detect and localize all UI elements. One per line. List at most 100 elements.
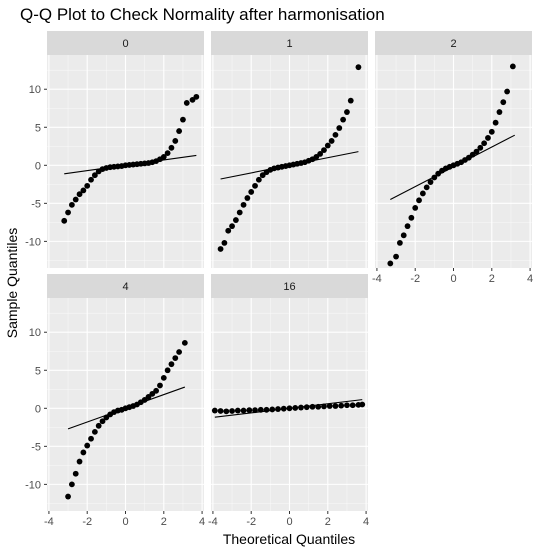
qq-point — [181, 339, 188, 346]
qq-point — [349, 402, 356, 409]
qq-point — [95, 422, 102, 429]
qq-point — [355, 64, 362, 71]
facet-panel-4: 4 -10 -5 0 5 10 -4 -2 0 2 4 — [25, 274, 205, 528]
qq-point — [176, 349, 183, 355]
qq-point — [427, 179, 434, 185]
facet-strip-label: 16 — [283, 281, 295, 293]
qq-point — [180, 116, 186, 123]
qq-point — [153, 387, 160, 394]
qq-point — [404, 223, 411, 230]
qq-point — [509, 63, 516, 70]
y-tick-label: 10 — [29, 84, 41, 96]
qq-point — [412, 205, 419, 211]
qq-point — [332, 131, 339, 138]
x-tick-label: 2 — [325, 516, 331, 528]
qq-point — [338, 402, 345, 409]
qq-point — [240, 407, 247, 414]
facet-panel-0: 0 -10 -5 0 5 10 — [25, 31, 204, 268]
qq-point — [326, 403, 333, 409]
y-tick-label: -5 — [31, 441, 41, 453]
x-tick-label: 2 — [489, 273, 495, 285]
x-tick-label: 0 — [122, 516, 128, 528]
facet-panel-16: 16 -4 -2 0 2 4 — [208, 274, 369, 528]
qq-point — [485, 135, 491, 141]
qq-point — [76, 191, 83, 198]
x-tick-label: 0 — [286, 516, 292, 528]
y-axis-title: Sample Quantiles — [4, 228, 20, 339]
qq-point — [255, 176, 262, 183]
qq-point — [488, 128, 495, 135]
qq-point — [211, 407, 218, 414]
y-tick-label: 0 — [35, 160, 41, 172]
qq-point — [473, 148, 480, 155]
qq-point — [359, 401, 366, 408]
facet-panel-1: 1 — [211, 31, 368, 268]
qq-point — [340, 116, 347, 123]
qq-point — [72, 470, 79, 477]
qq-point — [500, 99, 507, 106]
qq-point — [236, 209, 243, 216]
qq-point — [315, 403, 322, 410]
qq-point — [344, 109, 350, 115]
qq-point — [76, 458, 83, 465]
qq-point — [298, 404, 304, 411]
qq-point — [65, 493, 71, 500]
qq-point — [84, 182, 91, 189]
qq-point — [183, 100, 190, 106]
qq-point — [400, 232, 407, 239]
qq-point — [91, 172, 98, 179]
facet-strip — [211, 274, 368, 298]
x-tick-label: -4 — [372, 273, 382, 285]
qq-point — [244, 195, 251, 201]
qq-point — [221, 239, 228, 246]
qq-point — [99, 418, 106, 425]
qq-point — [68, 481, 75, 488]
qq-point — [419, 190, 426, 197]
qq-point — [88, 176, 94, 183]
qq-point — [431, 174, 438, 181]
qq-point — [387, 260, 394, 267]
qq-point — [504, 88, 511, 95]
qq-point — [317, 150, 324, 157]
facet-strip-label: 4 — [122, 281, 128, 293]
x-tick-label: 0 — [450, 273, 456, 285]
y-tick-label: 5 — [35, 122, 41, 134]
qq-point — [393, 253, 399, 260]
qq-point — [275, 406, 281, 412]
qq-point — [286, 405, 293, 412]
qq-point — [65, 209, 71, 216]
qq-point — [324, 142, 331, 149]
qq-point — [160, 374, 167, 381]
qq-point — [80, 187, 87, 194]
qq-point — [321, 403, 327, 410]
qq-point — [225, 227, 232, 234]
x-axis-title: Theoretical Quantiles — [223, 531, 355, 547]
qq-point — [229, 408, 235, 414]
qq-point — [232, 217, 239, 223]
chart-title: Q-Q Plot to Check Normality after harmon… — [20, 5, 385, 24]
qq-point — [303, 404, 310, 411]
qq-point — [280, 405, 287, 412]
y-tick-label: 0 — [35, 403, 41, 415]
y-tick-label: -10 — [25, 479, 41, 491]
qq-point — [496, 109, 503, 115]
qq-point — [168, 361, 175, 368]
x-tick-label: 2 — [161, 516, 167, 528]
qq-point — [477, 144, 484, 151]
qq-point — [309, 403, 316, 410]
qq-point — [84, 442, 91, 449]
qq-point — [223, 408, 230, 415]
qq-point — [91, 428, 98, 435]
facet-strip — [211, 31, 368, 55]
y-tick-label: 5 — [35, 365, 41, 377]
y-tick-label: -10 — [25, 236, 41, 248]
qq-point — [336, 125, 343, 131]
qq-point — [217, 408, 224, 414]
qq-point — [80, 449, 87, 456]
qq-point — [492, 119, 499, 126]
qq-point — [416, 197, 422, 204]
qq-point — [423, 184, 430, 191]
x-tick-label: 4 — [527, 273, 533, 285]
qq-point — [292, 405, 299, 411]
